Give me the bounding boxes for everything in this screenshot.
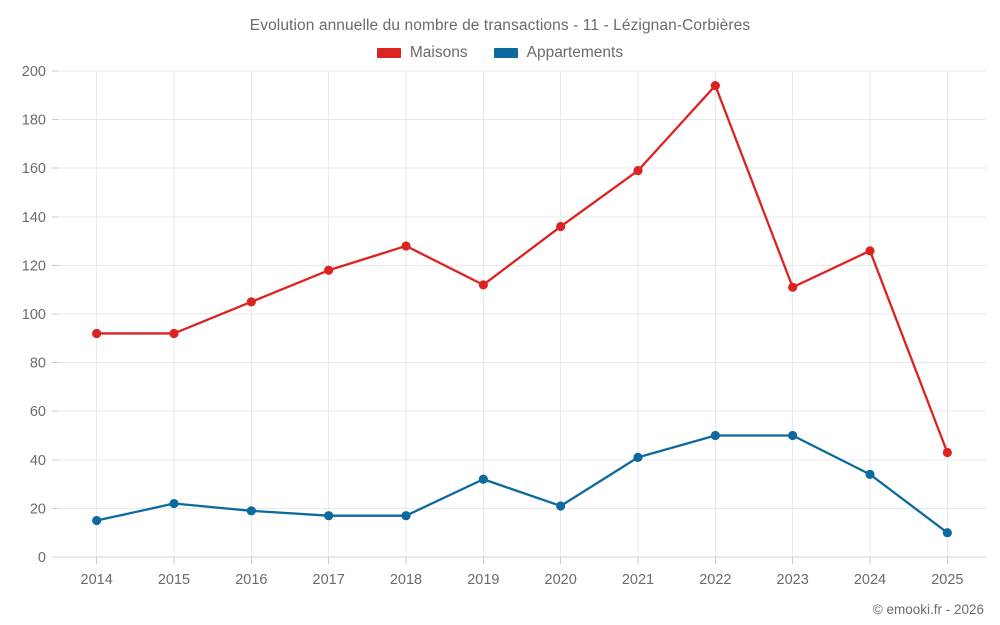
axis-group [52,70,986,564]
x-tick-label: 2017 [313,572,345,588]
x-tick-label: 2022 [699,572,731,588]
data-point[interactable] [633,166,643,176]
legend-swatch-appartements [493,48,518,58]
data-point[interactable] [633,452,643,462]
series-group [92,80,952,538]
data-point[interactable] [710,80,720,91]
x-tick-labels: 2014 2015 2016 2017 2018 2019 2020 2021 2022 2023… [81,572,964,588]
data-point[interactable] [788,430,798,441]
grid-group [58,70,986,558]
data-point[interactable] [478,280,488,290]
data-point[interactable] [324,511,334,521]
data-point[interactable] [401,241,411,251]
y-tick-label: 20 [30,501,46,517]
y-tick-label: 40 [30,453,46,469]
y-tick-label: 0 [38,550,46,566]
data-point[interactable] [246,506,256,516]
legend-item-appartements[interactable]: Appartements [493,44,624,62]
x-tick-label: 2014 [81,572,113,588]
legend-item-maisons[interactable]: Maisons [376,44,468,62]
x-tick-label: 2021 [622,572,654,588]
x-tick-label: 2024 [854,572,886,588]
data-point[interactable] [865,246,875,256]
data-point[interactable] [942,528,952,538]
data-point[interactable] [865,469,875,479]
x-tick-label: 2019 [467,572,499,588]
data-point[interactable] [478,474,488,484]
data-point[interactable] [169,328,179,339]
x-tick-label: 2016 [235,572,267,588]
y-tick-label: 140 [22,210,46,226]
data-point[interactable] [556,221,566,232]
data-point[interactable] [324,265,334,275]
data-point[interactable] [92,328,102,339]
data-point[interactable] [710,430,720,441]
y-tick-label: 120 [22,258,46,274]
data-point[interactable] [246,297,256,307]
data-point[interactable] [556,501,566,511]
y-tick-labels: 0 20 40 60 80 100 120 140 160 180 200 [22,64,46,566]
y-tick-label: 60 [30,404,46,420]
y-tick-label: 200 [22,64,46,80]
x-tick-label: 2020 [545,572,577,588]
chart-title: Evolution annuelle du nombre de transact… [249,17,751,34]
series-line-maisons [95,84,949,454]
chart-legend: Maisons Appartements [0,44,1000,62]
data-point[interactable] [92,515,102,526]
data-point[interactable] [788,282,798,292]
data-point[interactable] [169,498,179,509]
y-tick-label: 80 [30,356,46,372]
legend-swatch-maisons [376,48,401,58]
x-tick-label: 2015 [158,572,190,588]
series-line-appartements [95,434,949,534]
x-tick-label: 2025 [931,572,963,588]
y-tick-label: 180 [22,113,46,129]
legend-label-maisons: Maisons [409,44,468,61]
data-point[interactable] [401,511,411,521]
x-tick-label: 2018 [390,572,422,588]
legend-label-appartements: Appartements [526,44,624,61]
y-tick-label: 100 [22,307,46,323]
copyright-credit: © emooki.fr - 2026 [872,602,984,617]
y-tick-label: 160 [22,161,46,177]
data-point[interactable] [942,447,952,458]
x-tick-label: 2023 [777,572,809,588]
